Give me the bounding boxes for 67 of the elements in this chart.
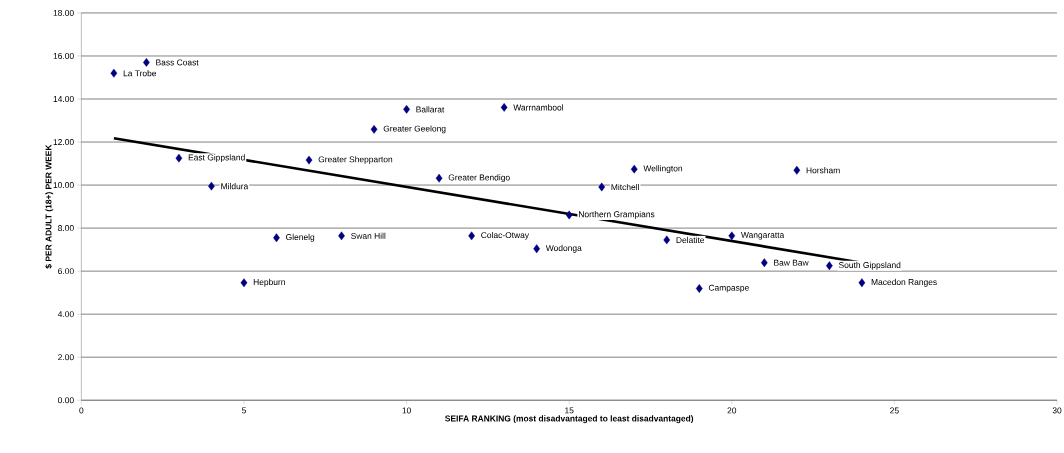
point [338,231,345,241]
y-tick-label: 12.00 [53,139,74,146]
y-tick-label: 2.00 [58,354,74,361]
point [826,261,833,271]
annotation: Wellington [643,165,683,174]
annotation: Ballarat [416,106,445,113]
annotation: Glenelg [286,233,315,242]
annotation: Bass Coast [156,59,199,66]
point [565,210,573,220]
point [305,155,313,165]
point [435,173,443,183]
point [175,153,183,163]
point [793,165,801,175]
point [208,181,215,191]
y-tick-label: 18.00 [53,9,74,16]
point [858,278,866,288]
annotation: Greater Bendigo [448,174,510,183]
point [143,58,150,67]
x-tick-label: 15 [565,407,574,414]
point [240,278,248,288]
x-tick-label: 5 [241,407,246,414]
point [663,235,671,245]
annotation: Swan Hill [351,232,386,239]
annotation: Wodonga [545,244,582,253]
x-tick-label: 0 [79,407,84,414]
annotation: Baw Baw [774,259,809,266]
annotation: East Gippsland [188,154,245,163]
annotation: Campaspe [708,284,749,293]
point [760,258,768,268]
point [370,124,378,134]
annotation: Mildura [221,183,249,190]
y-axis-title: $ PER ADULT (18+) PER WEEK [45,144,54,269]
point [110,68,118,78]
y-tick-label: 6.00 [58,268,74,275]
annotation: Greater Shepparton [318,156,393,165]
y-tick-label: 8.00 [58,225,74,232]
point [273,233,280,243]
annotation: Horsham [806,167,840,174]
y-tick-label: 10.00 [53,182,74,189]
point [533,244,541,254]
point [630,164,638,174]
annotation: Macedon Ranges [871,278,937,287]
annotation: Colac-Otway [481,231,530,240]
point [468,231,475,241]
point [728,231,736,241]
point [403,104,410,114]
y-tick-label: 16.00 [53,52,74,59]
annotation: Delatite [676,236,705,244]
annotation: Greater Geelong [383,125,446,134]
point [598,182,606,192]
annotation: Mitchell [611,183,639,191]
x-axis-title: SEIFA RANKING (most disadvantaged to least disadvantaged) [445,415,694,424]
annotation: Wangaratta [740,232,785,240]
annotation: South Gippsland [838,261,901,270]
point [695,284,703,293]
annotation: La Trobe [123,70,157,77]
x-tick-label: 20 [727,407,737,414]
y-tick-label: 0.00 [58,397,74,404]
x-tick-label: 30 [1052,407,1062,414]
annotation: Warrnambool [513,104,564,111]
y-tick-label: 4.00 [57,311,74,318]
point [500,103,508,112]
annotation: Hepburn [253,278,285,287]
x-tick-label: 10 [402,407,411,414]
y-tick-label: 14.00 [53,96,74,102]
x-tick-label: 25 [890,407,899,414]
annotation: Northern Grampians [579,211,655,219]
